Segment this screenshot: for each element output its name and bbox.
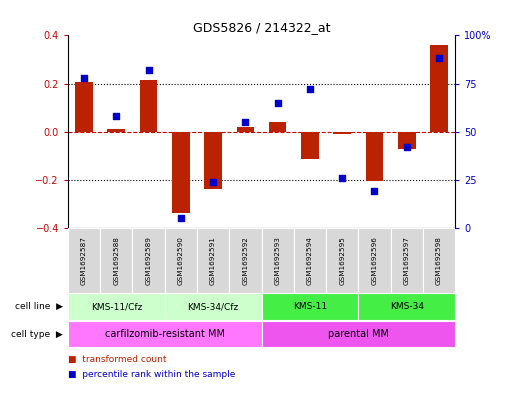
Bar [165,228,197,293]
Text: GSM1692595: GSM1692595 [339,236,345,285]
Point [305,86,314,92]
Bar [262,293,358,320]
Text: KMS-11: KMS-11 [293,302,327,311]
Text: GSM1692592: GSM1692592 [242,236,248,285]
Point [338,175,346,181]
Bar [204,132,222,189]
Text: GSM1692596: GSM1692596 [371,236,378,285]
Bar [172,132,190,213]
Bar [197,228,229,293]
Bar [140,80,157,132]
Point [209,178,218,185]
Bar [229,228,262,293]
Bar [68,321,262,347]
Text: GSM1692593: GSM1692593 [275,236,281,285]
Point [370,188,379,195]
Text: GSM1692598: GSM1692598 [436,236,442,285]
Text: GSM1692588: GSM1692588 [113,236,119,285]
Bar [100,228,132,293]
Text: parental MM: parental MM [328,329,389,339]
Bar [68,228,100,293]
Point [435,55,443,62]
Point [274,99,282,106]
Bar [301,132,319,159]
Point [403,144,411,150]
Text: carfilzomib-resistant MM: carfilzomib-resistant MM [105,329,225,339]
Text: KMS-34/Cfz: KMS-34/Cfz [188,302,238,311]
Text: KMS-34: KMS-34 [390,302,424,311]
Text: GSM1692591: GSM1692591 [210,236,216,285]
Text: ■  percentile rank within the sample: ■ percentile rank within the sample [68,370,235,379]
Point [112,113,120,119]
Bar [358,228,391,293]
Bar [366,132,383,181]
Bar [326,228,358,293]
Text: GSM1692589: GSM1692589 [145,236,152,285]
Bar [75,82,93,132]
Text: GSM1692594: GSM1692594 [307,236,313,285]
Point [80,75,88,81]
Bar [423,228,455,293]
Bar [269,122,287,132]
Text: GSM1692597: GSM1692597 [404,236,410,285]
Bar [430,45,448,132]
Bar [391,228,423,293]
Bar [294,228,326,293]
Bar [165,293,262,320]
Bar [398,132,415,149]
Text: cell line  ▶: cell line ▶ [15,302,63,311]
Bar [333,132,351,134]
Bar [262,321,455,347]
Point [177,215,185,221]
Point [144,67,153,73]
Bar [108,129,125,132]
Title: GDS5826 / 214322_at: GDS5826 / 214322_at [193,21,330,34]
Text: ■  transformed count: ■ transformed count [68,355,166,364]
Text: GSM1692587: GSM1692587 [81,236,87,285]
Bar [68,293,165,320]
Bar [262,228,294,293]
Bar [236,127,254,132]
Text: KMS-11/Cfz: KMS-11/Cfz [90,302,142,311]
Text: GSM1692590: GSM1692590 [178,236,184,285]
Text: cell type  ▶: cell type ▶ [11,330,63,338]
Point [241,119,249,125]
Bar [132,228,165,293]
Bar [358,293,455,320]
